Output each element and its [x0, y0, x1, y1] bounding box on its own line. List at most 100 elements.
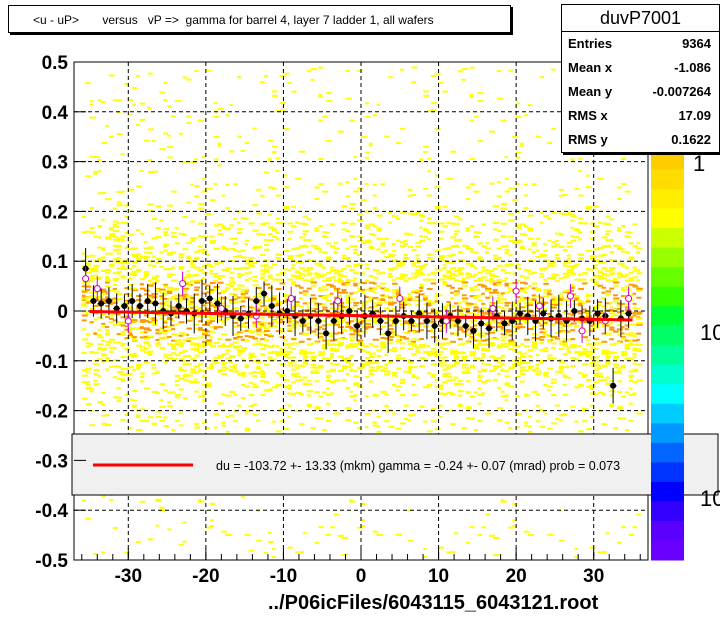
heat-cell — [616, 380, 622, 383]
heat-cell — [384, 367, 389, 370]
heat-cell — [93, 312, 99, 315]
heat-cell — [415, 350, 421, 353]
heat-cell — [570, 356, 576, 359]
heat-cell — [589, 257, 596, 260]
heat-cell — [163, 329, 168, 332]
heat-cell — [585, 300, 591, 303]
heat-cell — [174, 384, 180, 387]
heat-cell — [613, 363, 620, 366]
heat-cell — [380, 341, 387, 344]
heat-cell — [419, 343, 426, 346]
heat-cell — [376, 259, 383, 262]
heat-cell — [190, 280, 196, 283]
heat-cell — [523, 345, 530, 348]
heat-cell — [85, 345, 91, 348]
heat-cell — [221, 291, 226, 294]
heat-cell — [488, 326, 496, 329]
heat-cell — [190, 261, 194, 264]
heat-cell — [236, 135, 243, 138]
heat-cell — [112, 260, 119, 263]
heat-cell — [310, 330, 316, 333]
heat-cell — [205, 284, 211, 287]
heat-cell — [589, 385, 595, 388]
heat-cell — [597, 311, 605, 314]
heat-cell — [85, 299, 92, 302]
heat-cell — [632, 370, 639, 373]
heat-cell — [186, 337, 192, 340]
heat-cell — [589, 342, 597, 345]
heat-cell — [295, 301, 300, 304]
heat-cell — [516, 319, 521, 322]
heat-cell — [496, 360, 502, 363]
heat-cell — [279, 282, 286, 285]
heat-cell — [128, 327, 134, 330]
color-scale-step — [651, 520, 684, 541]
heat-cell — [279, 75, 285, 78]
heat-cell — [566, 265, 571, 268]
heat-cell — [275, 257, 282, 260]
heat-cell — [341, 367, 347, 370]
heat-cell — [372, 309, 378, 312]
heat-cell — [279, 407, 286, 410]
heat-cell — [349, 320, 354, 323]
heat-cell — [481, 276, 487, 279]
heat-cell — [167, 298, 173, 301]
heat-cell — [407, 367, 413, 370]
heat-cell — [108, 233, 116, 236]
heat-cell — [426, 300, 433, 303]
heat-cell — [570, 322, 577, 325]
heat-cell — [620, 337, 626, 340]
heat-cell — [562, 290, 567, 293]
heat-cell — [597, 315, 602, 318]
heat-cell — [442, 347, 448, 350]
heat-cell — [508, 348, 514, 351]
heat-cell — [372, 318, 378, 321]
heat-cell — [229, 361, 233, 364]
heat-cell — [252, 279, 258, 282]
heat-cell — [392, 373, 397, 376]
heat-cell — [295, 391, 302, 394]
heat-cell — [384, 249, 389, 252]
heat-cell — [248, 381, 254, 384]
heat-cell — [578, 304, 583, 307]
heat-cell — [275, 273, 280, 276]
heat-cell — [562, 193, 568, 196]
heat-cell — [124, 373, 129, 376]
heat-cell — [120, 374, 127, 377]
heat-cell — [593, 264, 598, 267]
heat-cell — [469, 262, 474, 265]
heat-cell — [182, 248, 189, 251]
heat-cell — [473, 279, 480, 282]
heat-cell — [613, 308, 617, 311]
heat-cell — [527, 227, 534, 230]
heat-cell — [395, 289, 401, 292]
heat-cell — [128, 248, 135, 251]
heat-cell — [349, 500, 356, 503]
heat-cell — [547, 239, 552, 242]
heat-cell — [116, 252, 122, 255]
heat-cell — [205, 213, 212, 216]
heat-cell — [469, 351, 477, 354]
heat-cell — [450, 551, 456, 554]
heat-cell — [120, 316, 126, 319]
heat-cell — [543, 384, 548, 387]
heat-cell — [465, 371, 471, 374]
heat-cell — [403, 322, 409, 325]
heat-cell — [213, 341, 220, 344]
heat-cell — [151, 293, 158, 296]
heat-cell — [582, 363, 589, 366]
heat-cell — [395, 357, 400, 360]
heat-cell — [198, 328, 204, 331]
heat-cell — [516, 102, 521, 105]
heat-cell — [349, 222, 356, 225]
heat-cell — [570, 239, 577, 242]
heat-cell — [310, 426, 316, 429]
heat-cell — [291, 368, 297, 371]
heat-cell — [399, 306, 406, 309]
heat-cell — [236, 373, 243, 376]
heat-cell — [547, 389, 551, 392]
heat-cell — [314, 227, 319, 230]
heat-cell — [124, 222, 129, 225]
heat-cell — [182, 349, 188, 352]
heat-cell — [473, 273, 478, 276]
